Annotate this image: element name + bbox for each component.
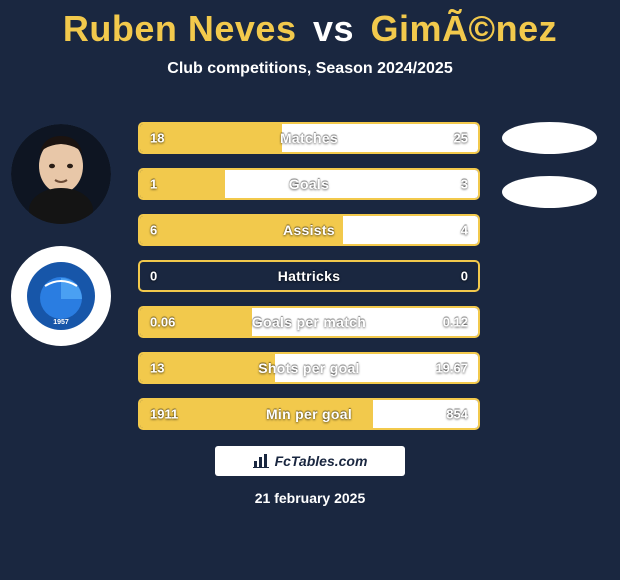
stat-value-player2: 4 (461, 223, 468, 238)
branding-text: FcTables.com (275, 453, 368, 469)
stat-value-player1: 0.06 (150, 315, 175, 330)
player2-avatar-placeholder (502, 122, 597, 154)
stat-value-player2: 19.67 (435, 361, 468, 376)
stat-row: 0 0 Hattricks (138, 260, 480, 292)
stat-value-player1: 1 (150, 177, 157, 192)
player1-name: Ruben Neves (63, 8, 297, 49)
stat-value-player2: 25 (454, 131, 468, 146)
stat-value-player1: 13 (150, 361, 164, 376)
stat-label: Assists (283, 222, 335, 238)
stat-value-player2: 3 (461, 177, 468, 192)
stat-value-player1: 1911 (150, 407, 178, 422)
stat-label: Shots per goal (258, 360, 359, 376)
player2-name: GimÃ©nez (371, 8, 558, 49)
stat-row: 1 3 Goals (138, 168, 480, 200)
stat-value-player1: 0 (150, 269, 157, 284)
al-hilal-badge-icon: 1957 (19, 254, 103, 338)
stat-value-player2: 0 (461, 269, 468, 284)
stat-row: 18 25 Matches (138, 122, 480, 154)
stats-bar-list: 1825Matches13Goals64Assists00Hattricks0.… (138, 122, 480, 430)
stat-value-player2: 0.12 (443, 315, 468, 330)
player2-badge-column (497, 122, 602, 208)
stat-row: 13 19.67 Shots per goal (138, 352, 480, 384)
stat-value-player1: 18 (150, 131, 164, 146)
stat-row: 6 4 Assists (138, 214, 480, 246)
vs-text: vs (313, 8, 354, 49)
subtitle-text: Club competitions, Season 2024/2025 (0, 60, 620, 78)
svg-text:1957: 1957 (53, 319, 69, 326)
branding-badge: FcTables.com (215, 446, 405, 476)
comparison-title: Ruben Neves vs GimÃ©nez (0, 0, 620, 50)
stat-row: 0.06 0.12 Goals per match (138, 306, 480, 338)
player2-club-placeholder (502, 176, 597, 208)
player-headshot-icon (11, 124, 111, 224)
comparison-date: 21 february 2025 (255, 490, 366, 506)
stat-fill-player2 (343, 216, 478, 244)
player1-badge-column: 1957 (8, 124, 113, 346)
stat-label: Matches (280, 130, 338, 146)
stat-fill-player2 (225, 170, 479, 198)
stat-label: Goals (289, 176, 329, 192)
player1-club-badge: 1957 (11, 246, 111, 346)
stat-label: Goals per match (252, 314, 366, 330)
bar-chart-icon (253, 454, 269, 468)
stat-label: Hattricks (278, 268, 341, 284)
stat-value-player2: 854 (446, 407, 468, 422)
stat-row: 1911 854 Min per goal (138, 398, 480, 430)
player1-avatar (11, 124, 111, 224)
stat-label: Min per goal (266, 406, 352, 422)
stat-value-player1: 6 (150, 223, 157, 238)
